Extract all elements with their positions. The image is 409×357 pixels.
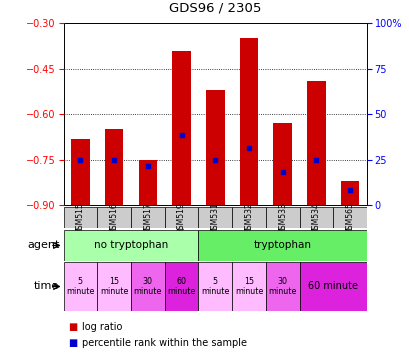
Text: GSM531: GSM531 [210,202,219,233]
Text: GDS96 / 2305: GDS96 / 2305 [169,1,261,14]
Text: GSM533: GSM533 [277,202,286,234]
Text: 5
minute: 5 minute [200,277,229,296]
FancyBboxPatch shape [265,207,299,228]
Text: 60
minute: 60 minute [167,277,195,296]
FancyBboxPatch shape [164,207,198,228]
FancyBboxPatch shape [130,207,164,228]
Bar [172,50,190,205]
FancyBboxPatch shape [97,262,130,311]
FancyBboxPatch shape [299,262,366,311]
Bar [71,139,90,205]
Bar [273,123,291,205]
Text: GSM534: GSM534 [311,202,320,234]
FancyBboxPatch shape [63,262,97,311]
Bar [306,81,325,205]
Text: 5
minute: 5 minute [66,277,94,296]
FancyBboxPatch shape [333,207,366,228]
Text: 30
minute: 30 minute [133,277,162,296]
Bar [340,181,358,205]
Bar [205,90,224,205]
Text: tryptophan: tryptophan [253,240,311,251]
FancyBboxPatch shape [231,262,265,311]
FancyBboxPatch shape [198,230,366,261]
FancyBboxPatch shape [231,207,265,228]
Bar [239,38,258,205]
FancyBboxPatch shape [198,262,231,311]
Text: GSM516: GSM516 [109,202,118,233]
Bar [138,160,157,205]
Text: GSM532: GSM532 [244,202,253,233]
Text: GSM517: GSM517 [143,202,152,233]
Text: no tryptophan: no tryptophan [94,240,168,251]
Text: ■: ■ [67,338,77,348]
FancyBboxPatch shape [63,230,198,261]
Text: agent: agent [27,240,59,251]
FancyBboxPatch shape [63,207,97,228]
Bar [105,129,123,205]
Text: 60 minute: 60 minute [308,281,357,292]
Text: time: time [34,281,59,292]
Text: 30
minute: 30 minute [268,277,296,296]
Text: percentile rank within the sample: percentile rank within the sample [82,338,246,348]
Text: 15
minute: 15 minute [100,277,128,296]
FancyBboxPatch shape [130,262,164,311]
Text: GSM519: GSM519 [177,202,186,233]
Text: log ratio: log ratio [82,322,122,332]
FancyBboxPatch shape [164,262,198,311]
Text: GSM565: GSM565 [345,202,354,234]
FancyBboxPatch shape [265,262,299,311]
Text: GSM515: GSM515 [76,202,85,233]
Text: ■: ■ [67,322,77,332]
FancyBboxPatch shape [97,207,130,228]
FancyBboxPatch shape [198,207,231,228]
Text: 15
minute: 15 minute [234,277,263,296]
FancyBboxPatch shape [299,207,333,228]
